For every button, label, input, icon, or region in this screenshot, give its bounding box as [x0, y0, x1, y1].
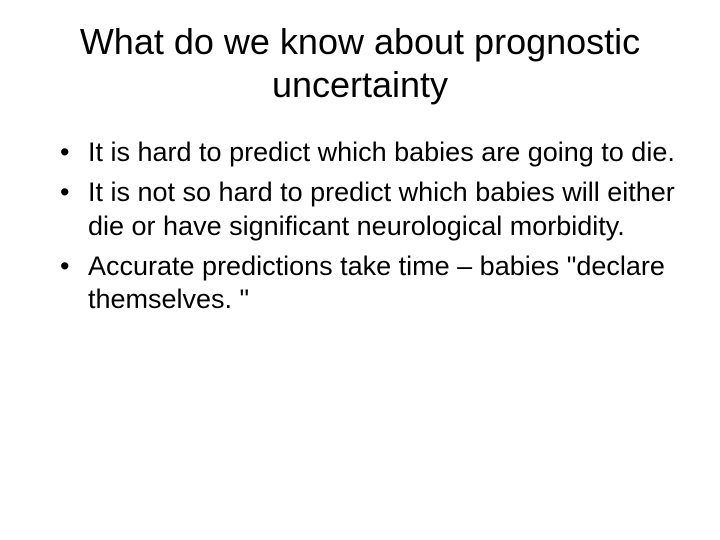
slide-title: What do we know about prognostic uncerta…	[40, 20, 680, 106]
bullet-item: It is hard to predict which babies are g…	[60, 136, 680, 170]
bullet-item: Accurate predictions take time – babies …	[60, 250, 680, 318]
bullet-item: It is not so hard to predict which babie…	[60, 176, 680, 244]
bullet-list: It is hard to predict which babies are g…	[40, 136, 680, 317]
